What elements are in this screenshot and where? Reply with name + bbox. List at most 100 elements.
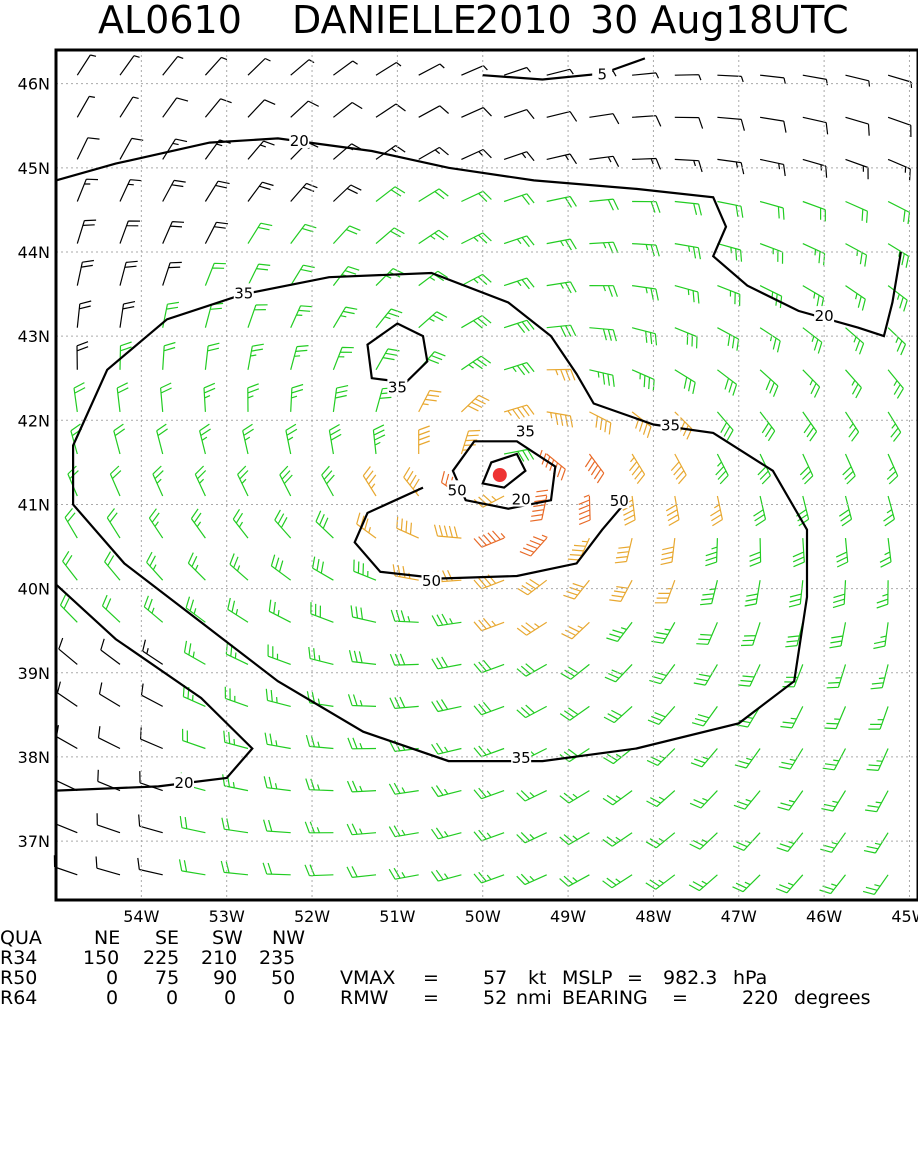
rmw-eq: = [423, 987, 439, 1009]
wind-barb [305, 778, 334, 792]
rmw-label: RMW [340, 987, 389, 1009]
wind-barb [887, 285, 908, 312]
wind-barb [333, 60, 358, 76]
wind-barb [819, 874, 846, 895]
wind-map: 20 35 35 35 35 20 50 50 50 35 20 5 20 46N 45N 44N 43N 42… [18, 48, 918, 926]
wind-barb [162, 261, 182, 286]
wind-barb [865, 790, 889, 813]
mslp-label: MSLP [562, 967, 613, 989]
wind-barb [835, 538, 849, 568]
wind-barb [674, 200, 702, 216]
table-cell: 225 [143, 947, 180, 969]
wind-barb [270, 554, 292, 581]
stats-line-vmax: VMAX = 57 kt MSLP = 982.3 hPa [340, 968, 918, 988]
wind-barb [870, 664, 889, 690]
wind-barb [820, 832, 846, 853]
wind-barb [842, 453, 856, 485]
wind-barb [76, 178, 99, 202]
isotach-line [366, 322, 429, 384]
storm-center-layer [492, 468, 507, 482]
wind-barb [227, 597, 249, 623]
wind-barb [887, 200, 911, 225]
wind-barb [54, 811, 78, 834]
wind-barb [104, 551, 121, 581]
wind-barb [602, 832, 633, 847]
wind-barb [517, 578, 548, 596]
table-cell: 75 [155, 967, 180, 989]
wind-barb [691, 706, 718, 727]
wind-barb [304, 821, 334, 834]
wind-barb [802, 116, 829, 135]
wind-barb [152, 465, 164, 497]
table-cell: 0 [106, 987, 119, 1009]
wind-barb [100, 638, 121, 665]
wind-barb [265, 688, 291, 707]
storm-date: 30 Aug [590, 0, 725, 42]
wind-barb [760, 116, 787, 133]
wind-barb [561, 621, 590, 640]
wind-barb [182, 728, 206, 750]
contour-label: 20 [174, 774, 193, 792]
wind-barb [802, 243, 826, 266]
wind-barb [738, 664, 761, 687]
wind-barb [866, 748, 889, 771]
vmax-unit: kt [528, 967, 547, 989]
wind-barb [674, 74, 702, 81]
wind-barb [760, 74, 786, 84]
wind-barb [826, 664, 847, 689]
wind-barb [530, 489, 549, 522]
wind-barb [348, 650, 377, 665]
longitude-label: 47W [721, 907, 757, 926]
wind-barb [516, 621, 548, 636]
wind-barb [461, 355, 492, 371]
contour-label-bg [421, 571, 442, 589]
wind-barb [332, 346, 354, 371]
wind-barb [649, 664, 676, 685]
wind-barb [802, 285, 825, 310]
table-cell: 90 [213, 967, 238, 989]
contour-label: 20 [290, 132, 309, 150]
wind-barb [732, 874, 761, 893]
wind-barb [660, 538, 676, 566]
isotach-line [353, 486, 625, 580]
wind-barb [247, 304, 268, 328]
wind-barb [473, 745, 505, 758]
wind-barb [290, 223, 317, 244]
sw-header: SW [212, 927, 243, 949]
latitude-label: 43N [18, 327, 50, 346]
contour-label: 35 [661, 417, 680, 435]
wind-barb [693, 664, 718, 686]
rmw-value: 52 [483, 987, 508, 1009]
table-cell: 0 [283, 987, 296, 1009]
wind-barb [222, 774, 249, 792]
wind-barb [306, 691, 334, 707]
storm-year: 2010 [475, 0, 572, 42]
wind-barb [780, 706, 804, 729]
wind-barb [76, 54, 97, 76]
wind-barb [247, 383, 260, 412]
wind-barb [388, 825, 419, 838]
contour-label: 35 [388, 379, 407, 397]
longitude-label: 51W [379, 907, 415, 926]
wind-barb [631, 411, 652, 438]
table-cell: 0 [106, 967, 119, 989]
wind-barb [225, 642, 249, 665]
wind-barb [62, 550, 78, 581]
wind-barb [589, 155, 620, 167]
wind-barb [55, 768, 78, 792]
wind-barb [546, 324, 577, 338]
wind-barb [567, 537, 590, 561]
wind-barb [204, 180, 230, 202]
wind-barb [76, 341, 89, 370]
wind-barb [101, 594, 121, 623]
wind-barb [546, 281, 577, 294]
wind-barb [632, 285, 659, 301]
wind-barb [375, 103, 406, 118]
wind-barb [396, 516, 419, 539]
wind-barb [785, 622, 804, 648]
wind-barb [717, 243, 743, 262]
wind-barb [143, 595, 164, 623]
isotach-line [55, 583, 254, 792]
wind-barb [802, 158, 828, 178]
wind-barb [777, 790, 804, 811]
